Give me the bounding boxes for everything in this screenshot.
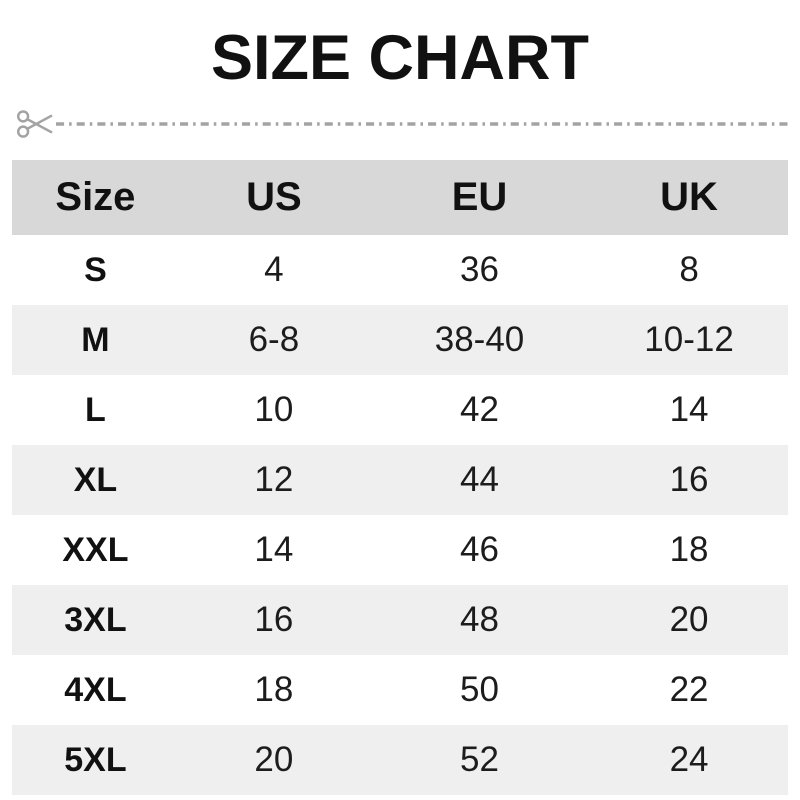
cut-dashed-line (56, 122, 790, 126)
page-title: SIZE CHART (211, 23, 589, 93)
uk-cell: 8 (679, 250, 699, 289)
us-cell: 4 (264, 250, 284, 289)
size-cell: 5XL (64, 740, 127, 779)
us-cell: 18 (254, 670, 294, 709)
size-cell: M (81, 320, 110, 359)
table-row-xxl: XXL 14 46 18 (12, 515, 788, 585)
us-cell: 6-8 (248, 320, 300, 359)
size-cell: XL (73, 460, 118, 499)
us-cell: 16 (254, 600, 294, 639)
table-row-xl: XL 12 44 16 (12, 445, 788, 515)
size-cell: 3XL (64, 600, 127, 639)
column-header-uk: UK (660, 175, 718, 219)
size-cell: 4XL (64, 670, 127, 709)
table-row-3xl: 3XL 16 48 20 (12, 585, 788, 655)
uk-cell: 20 (669, 600, 709, 639)
uk-cell: 16 (669, 460, 709, 499)
us-cell: 20 (254, 740, 294, 779)
us-cell: 10 (254, 390, 294, 429)
size-cell: XXL (62, 530, 129, 569)
scissors-icon (16, 110, 53, 138)
cut-line (16, 104, 790, 144)
uk-cell: 18 (669, 530, 709, 569)
eu-cell: 44 (460, 460, 499, 499)
uk-cell: 22 (669, 670, 709, 709)
uk-cell: 24 (669, 740, 709, 779)
eu-cell: 42 (460, 390, 499, 429)
eu-cell: 52 (460, 740, 499, 779)
size-cell: L (85, 390, 106, 429)
column-header-us: US (246, 175, 302, 219)
table-row-m: M 6-8 38-40 10-12 (12, 305, 788, 375)
table-row-s: S 4 36 8 (12, 235, 788, 305)
us-cell: 12 (254, 460, 294, 499)
uk-cell: 14 (669, 390, 709, 429)
eu-cell: 46 (460, 530, 499, 569)
eu-cell: 48 (460, 600, 499, 639)
uk-cell: 10-12 (644, 320, 734, 359)
table-row-4xl: 4XL 18 50 22 (12, 655, 788, 725)
eu-cell: 50 (460, 670, 499, 709)
table-row-5xl: 5XL 20 52 24 (12, 725, 788, 795)
size-table: Size US EU UK S 4 36 8 M 6-8 38-40 10-12… (12, 160, 788, 795)
column-header-size: Size (55, 175, 136, 219)
table-header-row: Size US EU UK (12, 160, 788, 235)
size-cell: S (84, 250, 107, 289)
table-row-l: L 10 42 14 (12, 375, 788, 445)
eu-cell: 38-40 (434, 320, 525, 359)
column-header-eu: EU (451, 175, 508, 219)
eu-cell: 36 (460, 250, 499, 289)
us-cell: 14 (254, 530, 294, 569)
